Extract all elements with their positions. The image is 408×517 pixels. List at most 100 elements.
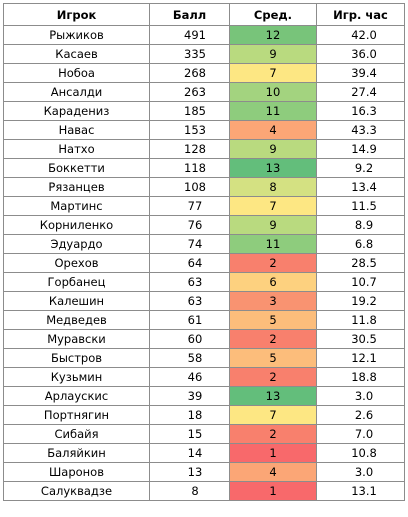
average-cell: 9	[229, 215, 317, 235]
score-cell: 263	[149, 82, 230, 102]
score-cell: 63	[149, 291, 230, 311]
score-cell: 185	[149, 101, 230, 121]
hours-cell: 42.0	[316, 25, 405, 45]
score-cell: 63	[149, 272, 230, 292]
score-cell: 153	[149, 120, 230, 140]
table-body: Рыжиков 491 12 42.0 Касаев 335 9 36.0 Нобоа 268 7 3…	[3, 25, 405, 501]
score-cell: 8	[149, 481, 230, 501]
average-cell: 3	[229, 291, 317, 311]
hours-cell: 12.1	[316, 348, 405, 368]
average-cell: 13	[229, 158, 317, 178]
average-cell: 9	[229, 139, 317, 159]
table-row: Сибайя 15 2 7.0	[3, 424, 405, 444]
score-cell: 39	[149, 386, 230, 406]
score-cell: 108	[149, 177, 230, 197]
score-cell: 46	[149, 367, 230, 387]
score-cell: 14	[149, 443, 230, 463]
table-row: Натхо 128 9 14.9	[3, 139, 405, 159]
player-name-cell: Рязанцев	[3, 177, 150, 197]
average-cell: 11	[229, 234, 317, 254]
player-name-cell: Корниленко	[3, 215, 150, 235]
header-score: Балл	[149, 3, 230, 26]
player-name-cell: Навас	[3, 120, 150, 140]
table-row: Орехов 64 2 28.5	[3, 253, 405, 273]
hours-cell: 3.0	[316, 462, 405, 482]
player-name-cell: Орехов	[3, 253, 150, 273]
table-row: Ансалди 263 10 27.4	[3, 82, 405, 102]
score-cell: 15	[149, 424, 230, 444]
header-player: Игрок	[3, 3, 150, 26]
player-name-cell: Рыжиков	[3, 25, 150, 45]
hours-cell: 7.0	[316, 424, 405, 444]
player-name-cell: Натхо	[3, 139, 150, 159]
table-row: Навас 153 4 43.3	[3, 120, 405, 140]
table-row: Кузьмин 46 2 18.8	[3, 367, 405, 387]
player-name-cell: Быстров	[3, 348, 150, 368]
hours-cell: 16.3	[316, 101, 405, 121]
table-row: Нобоа 268 7 39.4	[3, 63, 405, 83]
score-cell: 13	[149, 462, 230, 482]
player-name-cell: Шаронов	[3, 462, 150, 482]
table-row: Рязанцев 108 8 13.4	[3, 177, 405, 197]
score-cell: 58	[149, 348, 230, 368]
average-cell: 10	[229, 82, 317, 102]
hours-cell: 28.5	[316, 253, 405, 273]
average-cell: 5	[229, 348, 317, 368]
hours-cell: 13.1	[316, 481, 405, 501]
hours-cell: 10.8	[316, 443, 405, 463]
average-cell: 6	[229, 272, 317, 292]
player-name-cell: Медведев	[3, 310, 150, 330]
player-name-cell: Арлаускис	[3, 386, 150, 406]
hours-cell: 39.4	[316, 63, 405, 83]
player-name-cell: Портнягин	[3, 405, 150, 425]
player-name-cell: Ансалди	[3, 82, 150, 102]
player-name-cell: Баляйкин	[3, 443, 150, 463]
average-cell: 2	[229, 253, 317, 273]
hours-cell: 2.6	[316, 405, 405, 425]
hours-cell: 11.5	[316, 196, 405, 216]
table-row: Быстров 58 5 12.1	[3, 348, 405, 368]
hours-cell: 19.2	[316, 291, 405, 311]
average-cell: 4	[229, 120, 317, 140]
average-cell: 4	[229, 462, 317, 482]
player-stats-table: Игрок Балл Сред. Игр. час Рыжиков 491 12 42…	[3, 3, 405, 501]
score-cell: 268	[149, 63, 230, 83]
score-cell: 128	[149, 139, 230, 159]
player-name-cell: Кузьмин	[3, 367, 150, 387]
table-row: Эдуардо 74 11 6.8	[3, 234, 405, 254]
header-average: Сред.	[229, 3, 317, 26]
hours-cell: 10.7	[316, 272, 405, 292]
average-cell: 8	[229, 177, 317, 197]
hours-cell: 3.0	[316, 386, 405, 406]
hours-cell: 14.9	[316, 139, 405, 159]
score-cell: 118	[149, 158, 230, 178]
player-name-cell: Муравски	[3, 329, 150, 349]
table-row: Портнягин 18 7 2.6	[3, 405, 405, 425]
average-cell: 2	[229, 424, 317, 444]
table-row: Салуквадзе 8 1 13.1	[3, 481, 405, 501]
average-cell: 11	[229, 101, 317, 121]
hours-cell: 18.8	[316, 367, 405, 387]
table-row: Медведев 61 5 11.8	[3, 310, 405, 330]
score-cell: 61	[149, 310, 230, 330]
average-cell: 7	[229, 63, 317, 83]
hours-cell: 6.8	[316, 234, 405, 254]
table-row: Карадениз 185 11 16.3	[3, 101, 405, 121]
table-row: Горбанец 63 6 10.7	[3, 272, 405, 292]
table-row: Арлаускис 39 13 3.0	[3, 386, 405, 406]
average-cell: 1	[229, 443, 317, 463]
score-cell: 74	[149, 234, 230, 254]
hours-cell: 8.9	[316, 215, 405, 235]
player-name-cell: Эдуардо	[3, 234, 150, 254]
table-row: Мартинс 77 7 11.5	[3, 196, 405, 216]
average-cell: 7	[229, 196, 317, 216]
table-row: Шаронов 13 4 3.0	[3, 462, 405, 482]
player-name-cell: Салуквадзе	[3, 481, 150, 501]
player-name-cell: Касаев	[3, 44, 150, 64]
table-row: Рыжиков 491 12 42.0	[3, 25, 405, 45]
player-name-cell: Горбанец	[3, 272, 150, 292]
hours-cell: 30.5	[316, 329, 405, 349]
score-cell: 335	[149, 44, 230, 64]
player-name-cell: Боккетти	[3, 158, 150, 178]
average-cell: 2	[229, 329, 317, 349]
